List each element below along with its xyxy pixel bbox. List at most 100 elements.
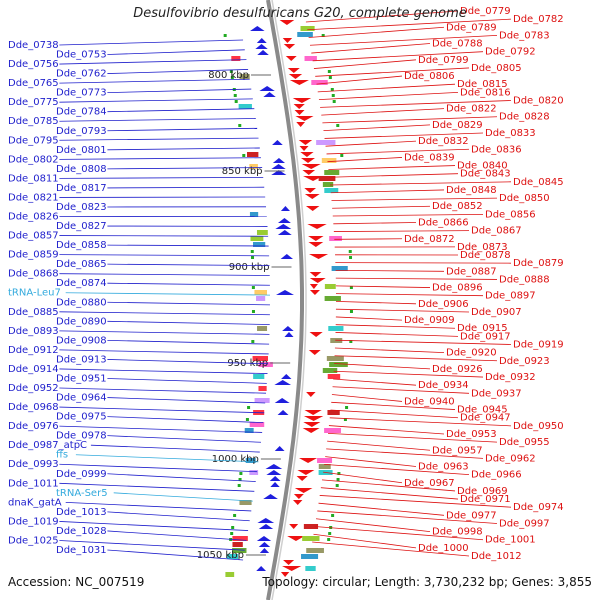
- gene-block: [302, 536, 320, 541]
- left-gene-label: Dde_0811: [8, 173, 59, 184]
- right-label-line: [328, 425, 445, 435]
- gene-block: [231, 56, 241, 61]
- gene-block: [238, 104, 252, 109]
- left-gene-label: Dde_0987_atpC: [8, 440, 87, 451]
- left-gene-label: Dde_0952: [8, 383, 59, 394]
- right-label-line: [335, 293, 484, 297]
- left-label-line: [59, 137, 259, 141]
- right-label-line: [330, 189, 445, 194]
- right-gene-label: Dde_0923: [499, 356, 550, 367]
- right-gene-label: Dde_0829: [432, 120, 483, 131]
- gene-arrow-forward: [289, 524, 299, 529]
- right-gene-label: Dde_0848: [446, 185, 497, 196]
- right-gene-label: Dde_0805: [471, 63, 522, 74]
- right-gene-label: Dde_0866: [418, 217, 469, 228]
- left-label-line: [59, 273, 270, 276]
- gene-block: [239, 500, 252, 505]
- right-gene-label: Dde_0789: [446, 22, 497, 33]
- left-gene-label: Dde_0912: [8, 345, 59, 356]
- gene-arrow-reverse: [258, 524, 274, 529]
- gene-marker: [251, 340, 255, 343]
- gene-arrow-reverse: [259, 548, 270, 553]
- gene-arrow-forward: [294, 110, 305, 115]
- right-gene-label: Dde_0816: [460, 87, 511, 98]
- gene-arrow-reverse: [276, 290, 294, 295]
- left-label-line: [107, 339, 270, 345]
- gene-marker: [250, 250, 254, 253]
- right-gene-label: Dde_0906: [418, 299, 469, 310]
- right-gene-label: Dde_0966: [471, 470, 522, 481]
- right-gene-label: Dde_0799: [418, 55, 469, 66]
- left-gene-label: Dde_0890: [56, 316, 107, 327]
- right-gene-label: Dde_0909: [404, 315, 455, 326]
- gene-block: [329, 236, 342, 241]
- gene-arrow-reverse: [266, 470, 282, 475]
- right-gene-label: Dde_1001: [485, 535, 536, 546]
- right-gene-label: Dde_0963: [418, 462, 469, 473]
- left-gene-label: Dde_0964: [56, 393, 107, 404]
- gene-block: [318, 464, 331, 469]
- gene-arrow-forward: [288, 74, 303, 79]
- right-label-lines: [305, 10, 512, 557]
- right-label-line: [333, 222, 417, 225]
- gene-arrow-reverse: [271, 164, 286, 169]
- gene-arrow-forward: [307, 224, 327, 229]
- gene-arrow-reverse: [257, 518, 275, 523]
- right-label-line: [334, 355, 498, 362]
- right-label-line: [324, 132, 484, 139]
- right-gene-label: Dde_0950: [513, 421, 564, 432]
- right-label-line: [323, 471, 403, 484]
- right-gene-label: Dde_1012: [471, 551, 522, 562]
- right-gene-label: Dde_0832: [418, 136, 469, 147]
- left-gene-label: Dde_0999: [56, 469, 107, 480]
- gene-marker: [247, 406, 251, 409]
- right-gene-label: Dde_0856: [485, 209, 536, 220]
- gene-marker: [238, 478, 242, 481]
- gene-block: [249, 212, 259, 217]
- gene-marker: [343, 418, 347, 421]
- gene-block: [249, 470, 259, 475]
- gene-block: [303, 524, 319, 529]
- right-label-line: [316, 75, 403, 85]
- right-label-line: [332, 386, 470, 394]
- right-gene-label: Dde_0962: [485, 453, 536, 464]
- left-label-line: [65, 501, 252, 512]
- right-label-line: [328, 165, 456, 170]
- gene-block: [300, 26, 315, 31]
- right-gene-label: Dde_0896: [432, 283, 483, 294]
- gene-marker: [233, 514, 237, 517]
- gene-marker: [233, 94, 237, 97]
- gene-arrow-reverse: [275, 224, 292, 229]
- right-label-line: [331, 197, 498, 201]
- left-label-line: [59, 425, 263, 433]
- right-label-line: [326, 448, 484, 459]
- gene-block: [321, 158, 337, 163]
- gene-arrow-forward: [287, 536, 305, 541]
- left-gene-label: tRNA-Ser5: [56, 488, 108, 499]
- gene-block: [250, 236, 264, 241]
- gene-arrow-reverse: [256, 536, 272, 541]
- right-label-line: [329, 173, 459, 178]
- gene-block: [324, 170, 340, 175]
- right-label-line: [317, 510, 498, 524]
- left-gene-label: Dde_0753: [56, 50, 107, 61]
- gene-block: [253, 374, 265, 379]
- left-label-line: [59, 78, 250, 84]
- left-label-line: [59, 540, 245, 551]
- right-label-line: [335, 308, 470, 313]
- right-gene-label: Dde_0839: [404, 152, 455, 163]
- left-gene-label: Dde_0775: [8, 97, 59, 108]
- gene-arrow-forward: [301, 158, 316, 163]
- right-gene-label: Dde_0783: [499, 30, 550, 41]
- right-label-line: [335, 339, 512, 345]
- gene-arrow-reverse: [280, 206, 290, 211]
- gene-tracks: [223, 20, 353, 577]
- right-gene-label: Dde_0937: [471, 388, 522, 399]
- right-label-line: [314, 526, 484, 541]
- gene-marker: [336, 124, 340, 127]
- gene-arrow-forward: [309, 290, 320, 295]
- gene-block: [304, 56, 317, 61]
- right-label-line: [327, 440, 431, 451]
- right-label-line: [328, 432, 498, 443]
